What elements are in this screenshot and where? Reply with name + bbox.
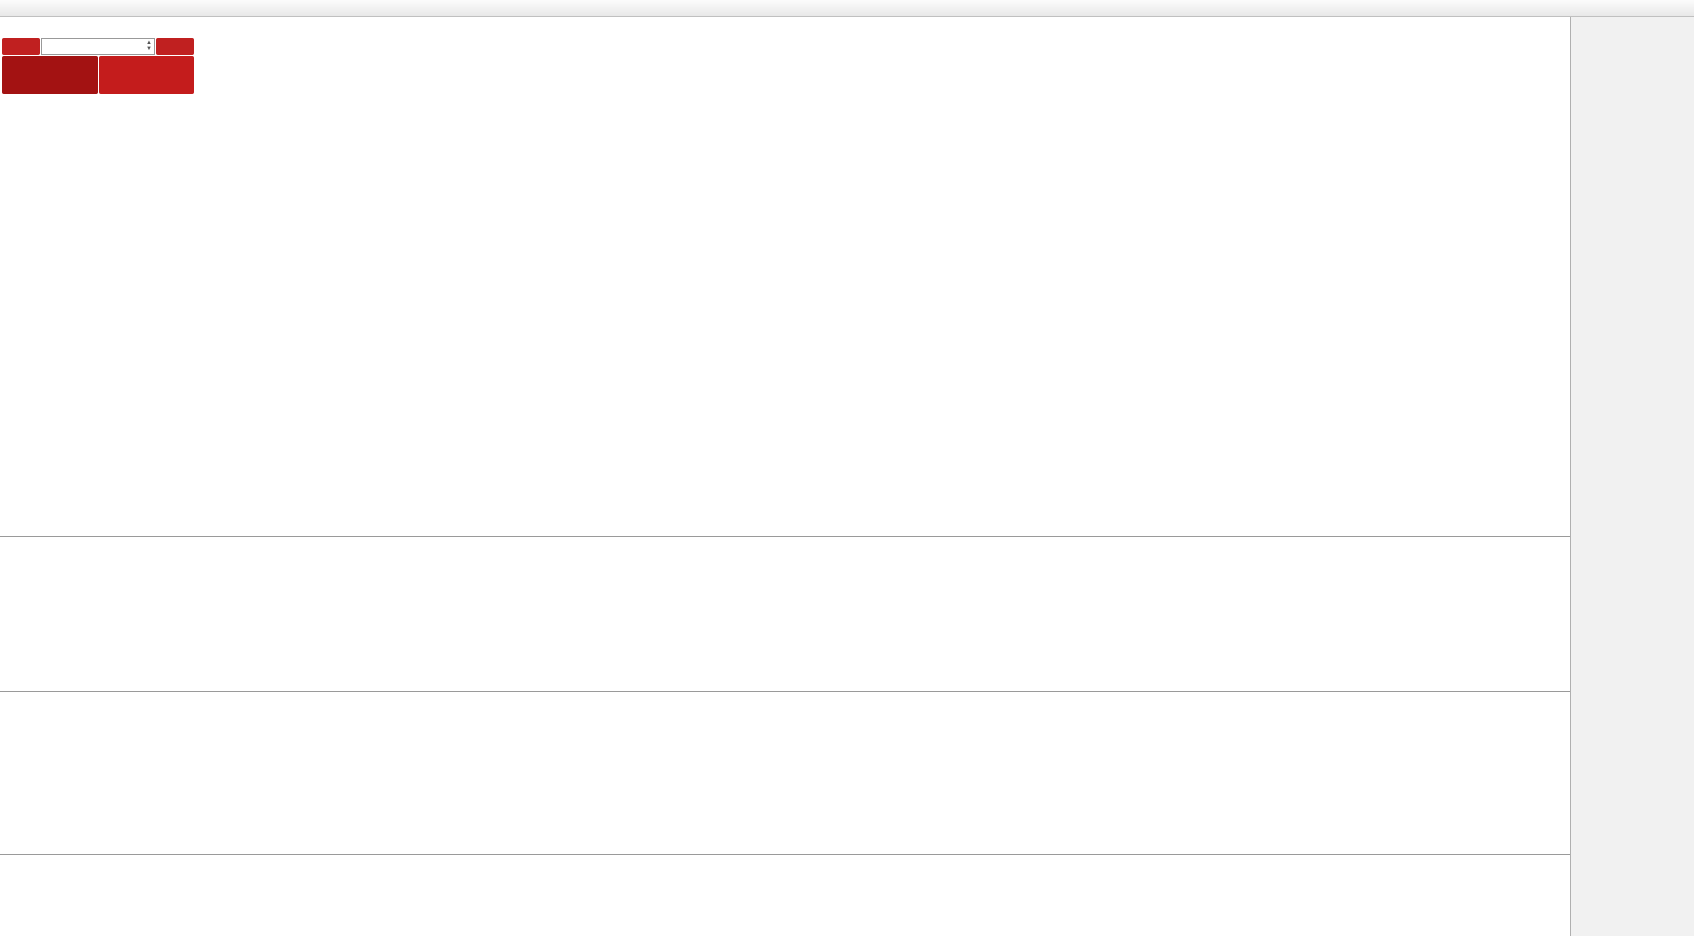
macd-pane[interactable] — [0, 536, 1570, 691]
stepper-up-icon[interactable]: ▲ — [146, 40, 152, 46]
right-dock-panel — [1570, 17, 1694, 936]
sell-price-button[interactable] — [2, 56, 98, 94]
macd-chart-svg[interactable] — [0, 537, 1570, 691]
rsi-chart-svg[interactable] — [0, 692, 1570, 854]
main-toolbar — [0, 0, 1694, 17]
one-click-trade-panel: ▲ ▼ — [2, 38, 194, 94]
volume-input[interactable]: ▲ ▼ — [41, 38, 155, 55]
stepper-down-icon[interactable]: ▼ — [146, 46, 152, 52]
chart-title — [4, 20, 12, 32]
buy-price-button[interactable] — [98, 56, 194, 94]
rsi-label — [4, 695, 14, 706]
price-pane[interactable]: ▲ ▼ — [0, 17, 1570, 536]
time-axis[interactable] — [0, 854, 1570, 871]
bottom-filler — [0, 871, 1570, 936]
macd-label — [4, 540, 19, 551]
volume-stepper[interactable]: ▲ ▼ — [146, 40, 152, 52]
buy-button[interactable] — [156, 38, 194, 55]
price-chart-svg[interactable] — [0, 17, 1570, 536]
sell-button[interactable] — [2, 38, 40, 55]
rsi-pane[interactable] — [0, 691, 1570, 854]
chart-window: ▲ ▼ — [0, 17, 1570, 936]
